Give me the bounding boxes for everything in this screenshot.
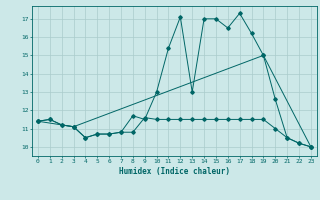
X-axis label: Humidex (Indice chaleur): Humidex (Indice chaleur)	[119, 167, 230, 176]
